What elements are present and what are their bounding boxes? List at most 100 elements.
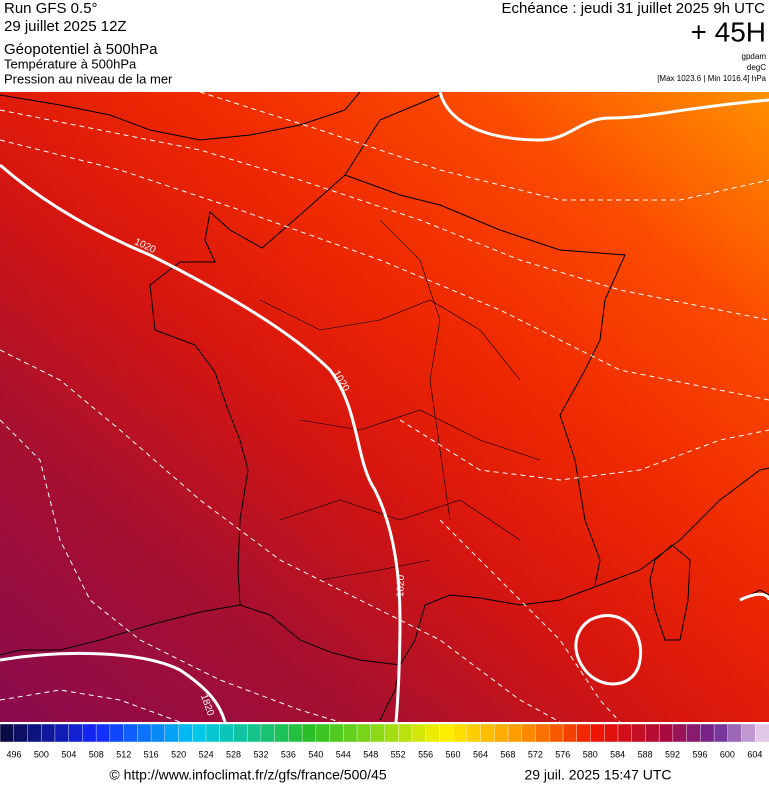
colorbar-swatch	[535, 723, 550, 743]
france-outline	[149, 94, 641, 666]
colorbar-swatch	[192, 723, 207, 743]
colorbar-swatch	[260, 723, 276, 743]
colorbar-label: 548	[363, 749, 378, 759]
colorbar-label: 568	[500, 749, 515, 759]
isobar	[438, 92, 769, 142]
colorbar-swatch	[617, 723, 633, 743]
colorbar-swatch	[672, 723, 688, 743]
colorbar-swatch	[219, 723, 235, 743]
colorbar: 496 500 504 508 512 516 520 524 528 532 536 540 544 5…	[0, 723, 769, 759]
colorbar-swatch	[425, 723, 441, 743]
pressure-range: [Max 1023.6 | Min 1016.4] hPa	[657, 74, 766, 83]
colorbar-swatch	[68, 723, 84, 743]
colorbar-label: 576	[555, 749, 570, 759]
colorbar-label: 560	[446, 749, 461, 759]
unit: degC	[747, 63, 766, 72]
colorbar-swatch	[384, 723, 399, 743]
colorbar-label: 588	[638, 749, 653, 759]
spain-coast	[0, 604, 241, 656]
colorbar-label: 540	[308, 749, 323, 759]
colorbar-label: 592	[665, 749, 680, 759]
colorbar-label: 584	[610, 749, 625, 759]
colorbar-swatch	[246, 723, 262, 743]
colorbar-label: 496	[6, 749, 21, 759]
colorbar-swatch	[95, 723, 111, 743]
isotherm	[439, 519, 621, 722]
colorbar-label: 552	[391, 749, 406, 759]
field: Température à 500hPa	[4, 56, 137, 71]
run-date: 29 juillet 2025 12Z	[4, 18, 127, 35]
colorbar-swatch	[54, 723, 70, 743]
colorbar-label: 508	[89, 749, 104, 759]
colorbar-swatch	[576, 723, 592, 743]
colorbar-label: 524	[199, 749, 214, 759]
colorbar-swatch	[521, 723, 537, 743]
isobar	[0, 651, 227, 722]
colorbar-swatch	[658, 723, 674, 743]
isotherm	[0, 349, 561, 722]
colorbar-swatch	[27, 723, 42, 743]
colorbar-swatch	[480, 723, 496, 743]
colorbar-label: 528	[226, 749, 241, 759]
colorbar-swatch	[40, 723, 56, 743]
colorbar-swatch	[301, 723, 317, 743]
isobar	[574, 614, 643, 686]
colorbar-swatch	[452, 723, 468, 743]
colorbar-swatch	[123, 723, 139, 743]
temperature-field	[0, 92, 769, 722]
isotherm	[0, 419, 341, 722]
map: 1020 1020 1020 1820	[0, 92, 769, 722]
field: Géopotentiel à 500hPa	[4, 41, 158, 58]
colorbar-swatch	[727, 723, 743, 743]
colorbar-label: 556	[418, 749, 433, 759]
colorbar-swatch	[164, 723, 180, 743]
colorbar-label: 532	[253, 749, 268, 759]
colorbar-swatch	[356, 723, 372, 743]
colorbar-swatch	[370, 723, 386, 743]
colorbar-swatch	[494, 723, 509, 743]
colorbar-swatch	[288, 723, 303, 743]
isotherms	[0, 92, 769, 722]
source: © http://www.infoclimat.fr/z/gfs/france/…	[109, 767, 386, 783]
colorbar-label: 512	[116, 749, 131, 759]
isobar-label: 1020	[395, 574, 407, 597]
colorbar-swatch	[233, 723, 248, 743]
unit: gpdam	[742, 52, 767, 61]
colorbar-swatch	[205, 723, 221, 743]
colorbar-swatch	[590, 723, 605, 743]
colorbar-label: 604	[747, 749, 762, 759]
lead-time: + 45H	[691, 16, 767, 47]
colorbar-label: 572	[528, 749, 543, 759]
colorbar-swatch	[549, 723, 564, 743]
colorbar-swatch	[0, 723, 15, 743]
colorbar-label: 504	[61, 749, 76, 759]
colorbar-swatch	[713, 723, 729, 743]
colorbar-swatch	[645, 723, 660, 743]
colorbar-label: 600	[720, 749, 735, 759]
colorbar-swatch	[741, 723, 756, 743]
colorbar-label: 500	[34, 749, 49, 759]
timestamp: 29 juil. 2025 15:47 UTC	[524, 767, 671, 783]
colorbar-swatch	[411, 723, 427, 743]
colorbar-swatch	[562, 723, 578, 743]
uk-coast	[0, 92, 361, 141]
colorbar-swatch	[13, 723, 29, 743]
colorbar-label: 544	[336, 749, 351, 759]
isobar	[0, 163, 402, 722]
colorbar-swatch	[150, 723, 166, 743]
colorbar-swatch	[343, 723, 358, 743]
colorbar-label: 520	[171, 749, 186, 759]
department-borders	[259, 219, 541, 581]
colorbar-swatch	[329, 723, 345, 743]
colorbar-swatch	[82, 723, 97, 743]
colorbar-swatch	[604, 723, 619, 743]
colorbar-swatch	[137, 723, 152, 743]
colorbar-swatch	[274, 723, 290, 743]
colorbar-label: 580	[583, 749, 598, 759]
colorbar-label: 564	[473, 749, 488, 759]
colorbar-swatch	[466, 723, 482, 743]
isobars	[0, 92, 769, 722]
